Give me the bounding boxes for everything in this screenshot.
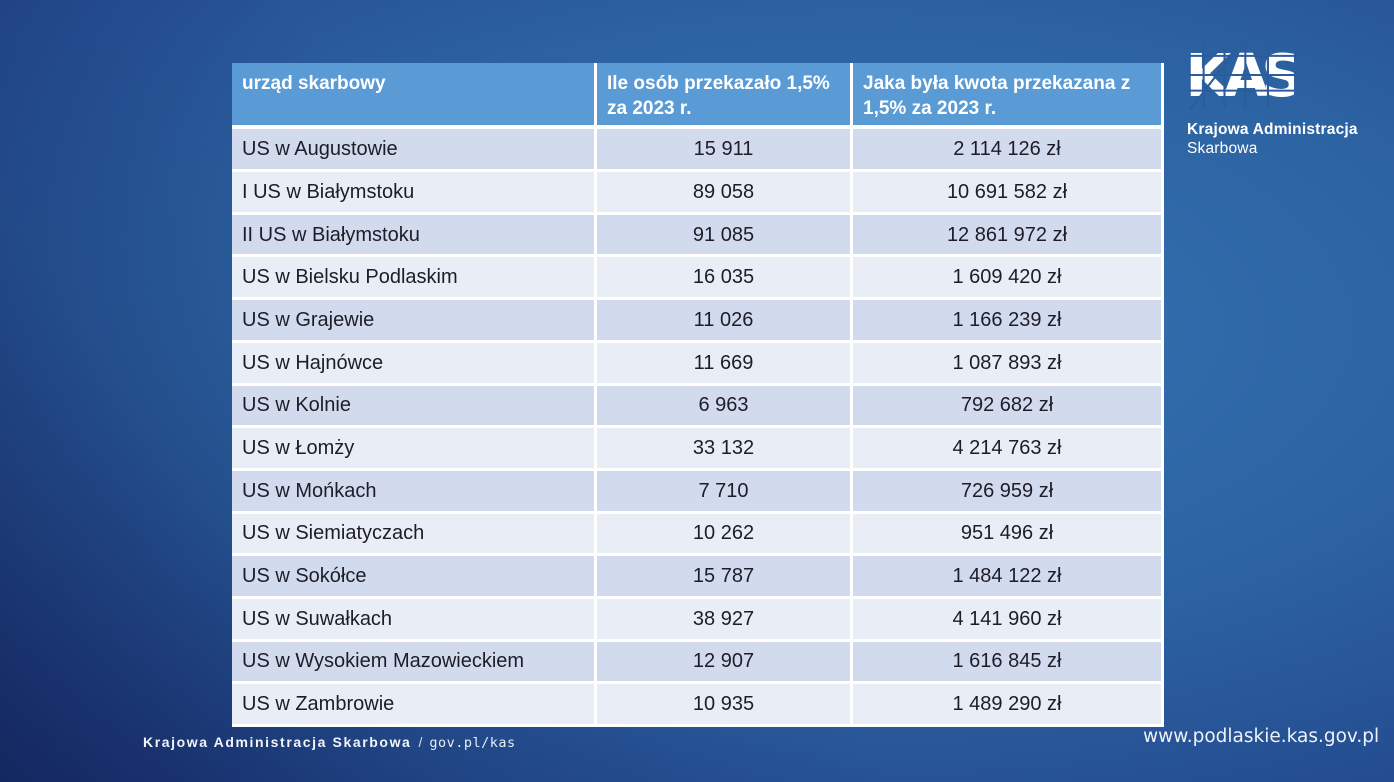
amount-cell: 1 609 420 zł: [853, 257, 1164, 301]
count-cell: 33 132: [597, 428, 853, 471]
col-header-office: urząd skarbowy: [232, 63, 597, 130]
table-row: US w Hajnówce 11 669 1 087 893 zł: [232, 342, 1164, 386]
office-name-cell: US w Kolnie: [232, 385, 597, 429]
amount-cell: 4 214 763 zł: [853, 428, 1164, 471]
table-row: US w Kolnie 6 963 792 682 zł: [232, 385, 1164, 429]
amount-cell: 1 484 122 zł: [853, 556, 1164, 599]
footer-separator: /: [418, 734, 423, 750]
office-name-cell: US w Zambrowie: [232, 684, 597, 727]
count-cell: 11 669: [597, 342, 853, 386]
count-cell: 16 035: [597, 257, 853, 301]
footer-brand-line: Krajowa Administracja Skarbowa / gov.pl/ka…: [143, 734, 516, 751]
table-row: US w Mońkach 7 710 726 959 zł: [232, 470, 1164, 514]
col-header-amount: Jaka była kwota przekazana z 1,5% za 202…: [853, 63, 1164, 130]
office-name-cell: US w Mońkach: [232, 470, 597, 514]
tax-offices-table: urząd skarbowy Ile osób przekazało 1,5% …: [232, 63, 1164, 727]
count-cell: 15 787: [597, 556, 853, 599]
count-cell: 38 927: [597, 598, 853, 642]
count-cell: 10 262: [597, 513, 853, 557]
table-row: US w Zambrowie 10 935 1 489 290 zł: [232, 684, 1164, 727]
office-name-cell: US w Bielsku Podlaskim: [232, 257, 597, 301]
table-row: US w Bielsku Podlaskim 16 035 1 609 420 zł: [232, 257, 1164, 301]
table-row: US w Suwałkach 38 927 4 141 960 zł: [232, 598, 1164, 642]
count-cell: 6 963: [597, 385, 853, 429]
table-row: US w Augustowie 15 911 2 114 126 zł: [232, 129, 1164, 173]
office-name-cell: US w Wysokiem Mazowieckiem: [232, 641, 597, 685]
amount-cell: 1 489 290 zł: [853, 684, 1164, 727]
count-cell: 7 710: [597, 470, 853, 514]
amount-cell: 1 087 893 zł: [853, 342, 1164, 386]
office-name-cell: US w Siemiatyczach: [232, 513, 597, 557]
footer-website: www.podlaskie.kas.gov.pl: [1143, 726, 1380, 747]
amount-cell: 2 114 126 zł: [853, 129, 1164, 173]
office-name-cell: I US w Białymstoku: [232, 172, 597, 215]
office-name-cell: US w Sokółce: [232, 556, 597, 599]
table-row: US w Sokółce 15 787 1 484 122 zł: [232, 556, 1164, 599]
kas-logo-mark: KAS: [1188, 39, 1294, 111]
amount-cell: 951 496 zł: [853, 513, 1164, 557]
count-cell: 15 911: [597, 129, 853, 173]
office-name-cell: US w Łomży: [232, 428, 597, 471]
office-name-cell: US w Grajewie: [232, 300, 597, 343]
kas-logo-grid-lines: [1188, 39, 1294, 111]
table-row: I US w Białymstoku 89 058 10 691 582 zł: [232, 172, 1164, 215]
kas-logo-line2: Skarbowa: [1187, 140, 1258, 157]
table-row: US w Siemiatyczach 10 262 951 496 zł: [232, 513, 1164, 557]
kas-logo: KAS Krajowa Administracja Skarbowa: [1187, 36, 1358, 158]
amount-cell: 12 861 972 zł: [853, 214, 1164, 258]
count-cell: 89 058: [597, 172, 853, 215]
office-name-cell: US w Suwałkach: [232, 598, 597, 642]
table-body: US w Augustowie 15 911 2 114 126 zł I US w …: [232, 129, 1164, 727]
count-cell: 91 085: [597, 214, 853, 258]
table-row: US w Wysokiem Mazowieckiem 12 907 1 616 84…: [232, 641, 1164, 685]
amount-cell: 1 166 239 zł: [853, 300, 1164, 343]
amount-cell: 726 959 zł: [853, 470, 1164, 514]
count-cell: 10 935: [597, 684, 853, 727]
office-name-cell: US w Augustowie: [232, 129, 597, 173]
count-cell: 12 907: [597, 641, 853, 685]
amount-cell: 792 682 zł: [853, 385, 1164, 429]
amount-cell: 4 141 960 zł: [853, 598, 1164, 642]
office-name-cell: II US w Białymstoku: [232, 214, 597, 258]
amount-cell: 1 616 845 zł: [853, 641, 1164, 685]
amount-cell: 10 691 582 zł: [853, 172, 1164, 215]
count-cell: 11 026: [597, 300, 853, 343]
table-row: US w Grajewie 11 026 1 166 239 zł: [232, 300, 1164, 343]
footer-govpl-link: gov.pl/kas: [429, 735, 516, 751]
footer-brand-text: Krajowa Administracja Skarbowa: [143, 734, 412, 750]
col-header-count: Ile osób przekazało 1,5% za 2023 r.: [597, 63, 853, 130]
table-row: II US w Białymstoku 91 085 12 861 972 zł: [232, 214, 1164, 258]
table-header-row: urząd skarbowy Ile osób przekazało 1,5% …: [232, 63, 1164, 130]
table-row: US w Łomży 33 132 4 214 763 zł: [232, 428, 1164, 471]
office-name-cell: US w Hajnówce: [232, 342, 597, 386]
kas-logo-line1: Krajowa Administracja: [1187, 121, 1358, 138]
